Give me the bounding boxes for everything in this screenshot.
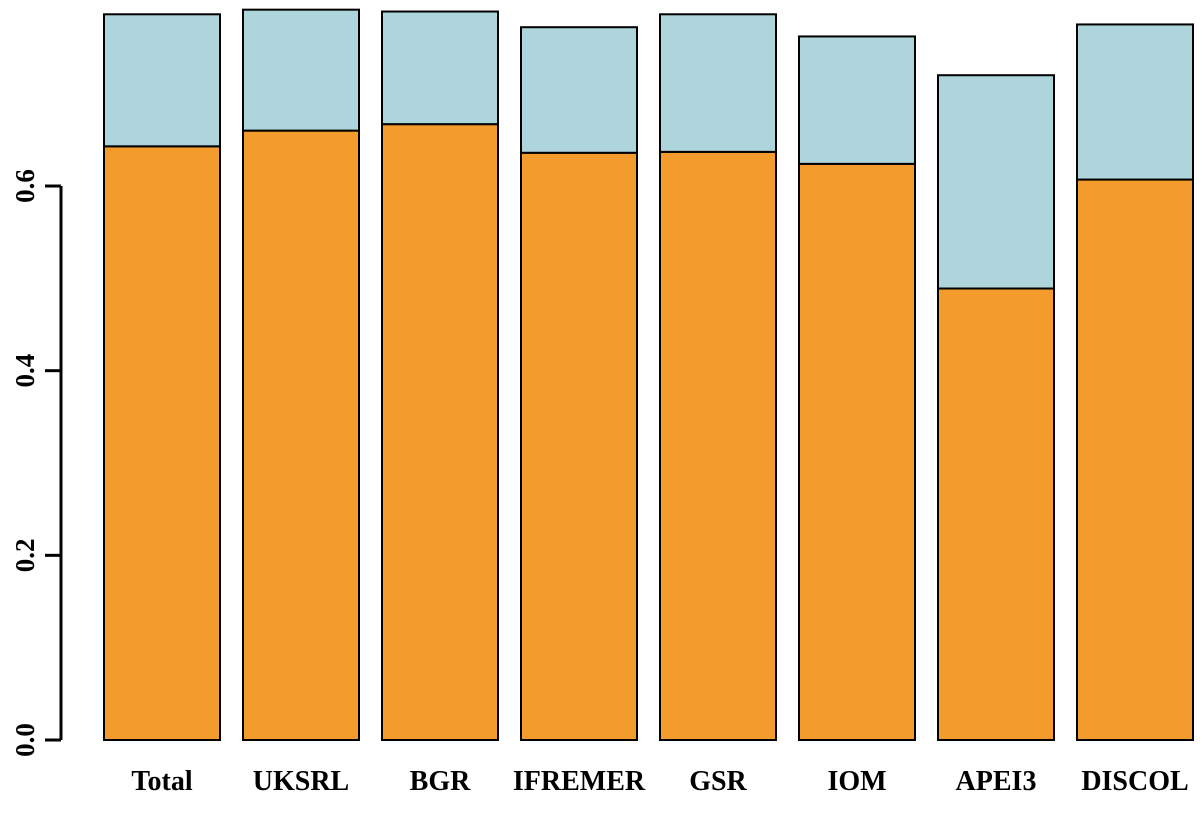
y-tick-label: 0.4 — [10, 354, 40, 388]
bar-segment — [659, 13, 777, 153]
bar-segment — [103, 13, 221, 148]
bar-segment — [937, 74, 1055, 290]
y-tick-label: 0.6 — [10, 169, 40, 203]
category-label: BGR — [410, 766, 471, 797]
y-tick-label: 0.0 — [10, 723, 40, 757]
y-axis: 0.0 0.2 0.4 0.6 — [10, 169, 63, 757]
bar-segment — [1076, 178, 1194, 742]
category-label: UKSRL — [253, 766, 349, 797]
bars-group — [103, 8, 1194, 742]
bar-segment — [381, 123, 499, 742]
bar-segment — [242, 129, 360, 741]
category-label: IFREMER — [513, 766, 646, 797]
bar-segment — [798, 162, 916, 742]
category-label: DISCOL — [1081, 766, 1188, 797]
bar-segment — [242, 8, 360, 132]
y-tick-label: 0.2 — [10, 538, 40, 572]
bar-segment — [937, 287, 1055, 741]
category-label: Total — [131, 766, 192, 797]
category-label: IOM — [827, 766, 886, 797]
bar-segment — [1076, 23, 1194, 181]
x-axis-labels: Total UKSRL BGR IFREMER GSR IOM APEI3 DISCOL — [131, 766, 1188, 797]
bar-segment — [798, 35, 916, 165]
bar-segment — [103, 145, 221, 741]
bar-segment — [381, 10, 499, 126]
bar-segment — [520, 151, 638, 742]
category-label: APEI3 — [956, 766, 1037, 797]
category-label: GSR — [689, 766, 747, 797]
bar-segment — [520, 26, 638, 154]
bar-segment — [659, 150, 777, 741]
